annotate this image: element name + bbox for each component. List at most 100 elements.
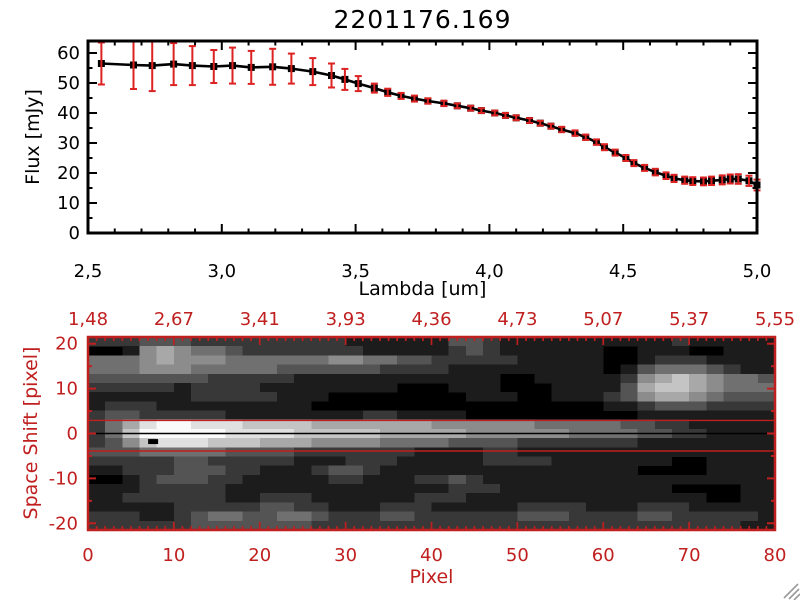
heatmap-cell bbox=[500, 520, 518, 531]
heatmap-cell bbox=[105, 337, 123, 347]
heatmap-cell bbox=[414, 447, 432, 457]
heatmap-cell bbox=[586, 511, 604, 522]
heatmap-cell bbox=[191, 511, 209, 522]
heatmap-cell bbox=[671, 373, 690, 384]
heatmap-cell bbox=[483, 373, 501, 384]
pixel-axis-label: Pixel bbox=[409, 566, 454, 588]
heatmap-cell bbox=[208, 419, 226, 430]
heatmap-cell bbox=[294, 410, 312, 421]
heatmap-cell bbox=[105, 438, 123, 448]
heatmap-cell bbox=[311, 346, 329, 356]
heatmap-cell bbox=[139, 401, 158, 411]
heatmap-cell bbox=[379, 484, 398, 494]
heatmap-cell bbox=[483, 419, 501, 430]
heatmap-cell bbox=[414, 474, 432, 485]
heatmap-cell bbox=[242, 337, 261, 347]
heatmap-cell bbox=[534, 474, 553, 485]
heatmap-cell bbox=[654, 337, 673, 347]
heatmap-cell bbox=[483, 511, 501, 522]
heatmap-cell bbox=[276, 419, 295, 430]
heatmap-cell bbox=[105, 456, 123, 466]
heatmap-cell bbox=[156, 520, 175, 531]
heatmap-cell bbox=[465, 511, 484, 522]
heatmap-cell bbox=[294, 373, 312, 384]
spectrum-markers bbox=[97, 60, 761, 189]
heatmap-cell bbox=[379, 502, 398, 512]
heatmap-cell bbox=[139, 493, 158, 503]
heatmap-cell bbox=[483, 465, 501, 476]
heatmap-cell bbox=[379, 438, 398, 448]
heatmap-cell bbox=[294, 401, 312, 411]
heatmap-cell bbox=[551, 382, 570, 393]
heatmap-cell bbox=[723, 392, 741, 402]
heatmap-cell bbox=[88, 364, 106, 375]
heatmap-cell bbox=[225, 484, 243, 494]
heatmap-cell bbox=[465, 502, 484, 512]
heatmap-cell bbox=[173, 438, 192, 448]
heatmap-cell bbox=[259, 410, 278, 421]
heatmap-cell bbox=[431, 520, 449, 531]
heatmap-cell bbox=[311, 493, 329, 503]
heatmap-cell bbox=[723, 520, 741, 531]
heatmap-cell bbox=[603, 382, 621, 393]
heatmap-cell bbox=[740, 346, 759, 356]
heatmap-cell bbox=[225, 392, 243, 402]
heatmap-cell bbox=[259, 392, 278, 402]
heatmap-cell bbox=[362, 511, 381, 522]
flux-axis-label: Flux [mJy] bbox=[22, 89, 44, 185]
heatmap-cell bbox=[671, 474, 690, 485]
heatmap-cell bbox=[156, 392, 175, 402]
heatmap-cell bbox=[139, 484, 158, 494]
heatmap-cell bbox=[740, 520, 759, 531]
heatmap-cell bbox=[328, 474, 346, 485]
heatmap-cell bbox=[122, 456, 140, 466]
heatmap-cell bbox=[586, 520, 604, 531]
error-bars bbox=[97, 41, 761, 192]
heatmap-cell bbox=[208, 373, 226, 384]
heatmap-cell bbox=[689, 364, 707, 375]
pixel-tick-label: 10 bbox=[162, 545, 185, 566]
heatmap-cell bbox=[225, 346, 243, 356]
heatmap-cell bbox=[328, 465, 346, 476]
heatmap-cell bbox=[706, 502, 724, 512]
heatmap-cell bbox=[208, 410, 226, 421]
heatmap-cell bbox=[276, 392, 295, 402]
heatmap-cell bbox=[208, 520, 226, 531]
heatmap-cell bbox=[757, 410, 776, 421]
heatmap-cell bbox=[689, 419, 707, 430]
heatmap-cell bbox=[173, 484, 192, 494]
heatmap-cell bbox=[242, 382, 261, 393]
heatmap-cell bbox=[706, 382, 724, 393]
heatmap-cell bbox=[551, 373, 570, 384]
heatmap-cell bbox=[276, 355, 295, 365]
heatmap-cell bbox=[448, 364, 467, 375]
heatmap-cell bbox=[88, 392, 106, 402]
heatmap-cell bbox=[551, 465, 570, 476]
heatmap-cell bbox=[689, 474, 707, 485]
heatmap-cell bbox=[654, 392, 673, 402]
pixel-tick-label: 80 bbox=[764, 545, 787, 566]
heatmap-cell bbox=[671, 337, 690, 347]
heatmap-cell bbox=[620, 474, 638, 485]
heatmap-cell bbox=[723, 373, 741, 384]
heatmap-cell bbox=[586, 355, 604, 365]
heatmap-cell bbox=[551, 502, 570, 512]
heatmap-cell bbox=[465, 456, 484, 466]
heatmap-cell bbox=[191, 474, 209, 485]
heatmap-cell bbox=[637, 346, 656, 356]
heatmap-cell bbox=[500, 438, 518, 448]
y-tick-label: 20 bbox=[57, 163, 80, 184]
heatmap-cell bbox=[689, 447, 707, 457]
heatmap-cell bbox=[328, 355, 346, 365]
heatmap-cell bbox=[671, 520, 690, 531]
heatmap-cell bbox=[500, 364, 518, 375]
lambda-tick-label: 5,55 bbox=[755, 309, 795, 330]
heatmap-cell bbox=[345, 484, 364, 494]
heatmap-cell bbox=[208, 364, 226, 375]
heatmap-cell bbox=[483, 355, 501, 365]
heatmap-cell bbox=[225, 401, 243, 411]
heatmap-cell bbox=[156, 373, 175, 384]
heatmap-cell bbox=[723, 355, 741, 365]
heatmap-cell bbox=[517, 493, 535, 503]
heatmap-cell bbox=[191, 456, 209, 466]
